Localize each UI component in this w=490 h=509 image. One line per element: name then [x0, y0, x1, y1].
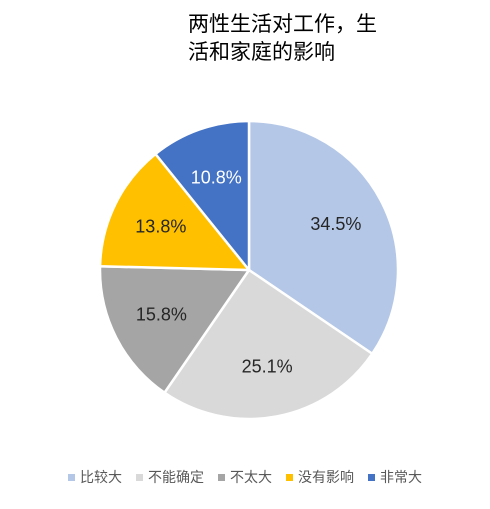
legend-label-4: 没有影响 — [298, 470, 354, 486]
slice-label-1: 34.5% — [310, 214, 361, 234]
legend-label-2: 不能确定 — [148, 470, 204, 486]
legend-label-3: 不太大 — [230, 470, 272, 486]
legend-item-3: 不太大 — [218, 467, 272, 487]
legend-swatch-3 — [218, 473, 225, 481]
chart-title-line-2: 活和家庭的影响 — [188, 40, 335, 64]
legend-item-1: 比较大 — [68, 467, 122, 487]
slice-label-4: 13.8% — [135, 216, 186, 236]
legend-item-5: 非常大 — [368, 467, 422, 487]
chart-title-line-1: 两性生活对工作，生 — [188, 12, 377, 36]
legend-item-4: 没有影响 — [286, 467, 354, 487]
slice-label-5: 10.8% — [191, 167, 242, 187]
legend-label-5: 非常大 — [380, 470, 422, 486]
pie-slice-1 — [247, 119, 400, 355]
chart-title: 两性生活对工作，生 活和家庭的影响 — [188, 10, 428, 66]
legend-swatch-1 — [68, 473, 75, 481]
legend: 比较大 不能确定 不太大 没有影响 非常大 — [0, 462, 490, 492]
pie-slice-2 — [163, 268, 374, 421]
slice-label-3: 15.8% — [136, 305, 187, 325]
legend-swatch-4 — [286, 473, 293, 481]
legend-swatch-5 — [368, 473, 375, 481]
pie-slice-5 — [154, 119, 251, 272]
pie-slice-4 — [98, 152, 251, 272]
legend-swatch-2 — [136, 473, 143, 481]
slice-label-2: 25.1% — [242, 357, 293, 377]
pie-slice-3 — [98, 265, 251, 394]
legend-item-2: 不能确定 — [136, 467, 204, 487]
legend-label-1: 比较大 — [80, 470, 122, 486]
